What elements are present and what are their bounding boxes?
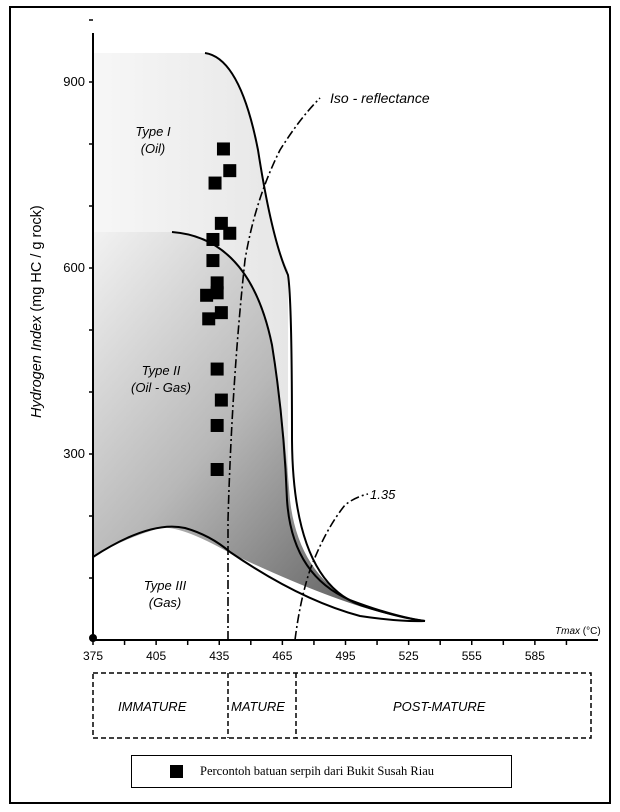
data-point [210,362,224,376]
y-tick-label: 900 [63,74,85,89]
immature-label: IMMATURE [118,699,187,714]
type1-label: Type I (Oil) [135,124,171,156]
mature-label: MATURE [231,699,285,714]
data-point [206,232,220,246]
x-axis-var: Tmax [555,626,580,637]
type3-label: Type III (Gas) [143,578,187,610]
maturity-zone-frame [92,672,592,739]
y-axis-unit: (mg HC / g rock) [29,205,45,316]
iso-135-label: 1.35 [370,487,396,502]
figure-frame [9,6,611,804]
data-point [210,286,224,300]
iso-reflectance-line [227,97,321,640]
x-tick-label: 435 [209,649,229,663]
data-point [214,306,228,320]
x-tick-label: 525 [399,649,419,663]
post-mature-label: POST-MATURE [393,699,486,714]
data-point [214,393,228,407]
iso-reflectance-label: Iso - reflectance [330,90,430,106]
x-axis-ticks: 375 405 435 465 495 525 555 585 [83,640,568,663]
x-tick-label: 585 [525,649,545,663]
data-point [223,226,237,240]
y-axis-title: Hydrogen Index (mg HC / g rock) [29,205,45,418]
iso-135-line [294,493,369,641]
data-point [216,142,230,156]
type1-boundary [204,52,426,622]
legend-square-marker-icon [170,765,183,778]
type2-label: Type II (Oil - Gas) [131,363,191,395]
y-tick-label: 300 [63,446,85,461]
data-point [210,418,224,432]
data-point [208,176,222,190]
origin-dot [89,634,97,642]
data-point [210,276,224,290]
legend-label: Percontoh batuan serpih dari Bukit Susah… [200,764,434,778]
x-axis-title: Tmax (°C) [555,626,601,637]
x-axis-unit: (°C) [580,626,601,637]
data-point [200,288,214,302]
x-tick-label: 375 [83,649,103,663]
x-tick-label: 555 [462,649,482,663]
y-tick-label: 600 [63,260,85,275]
x-tick-label: 405 [146,649,166,663]
data-point [206,254,220,268]
data-points [200,142,237,476]
x-tick-label: 465 [272,649,292,663]
type3-boundary [92,525,426,623]
type2-region [93,232,425,621]
data-point [202,312,216,326]
data-point [210,463,224,476]
x-tick-label: 495 [335,649,355,663]
data-point [214,216,228,230]
y-axis-var: Hydrogen Index [29,315,45,418]
legend: Percontoh batuan serpih dari Bukit Susah… [131,755,512,788]
data-point [223,164,237,178]
y-axis-ticks: 300 600 900 [63,19,93,579]
type2-boundary [171,231,426,622]
